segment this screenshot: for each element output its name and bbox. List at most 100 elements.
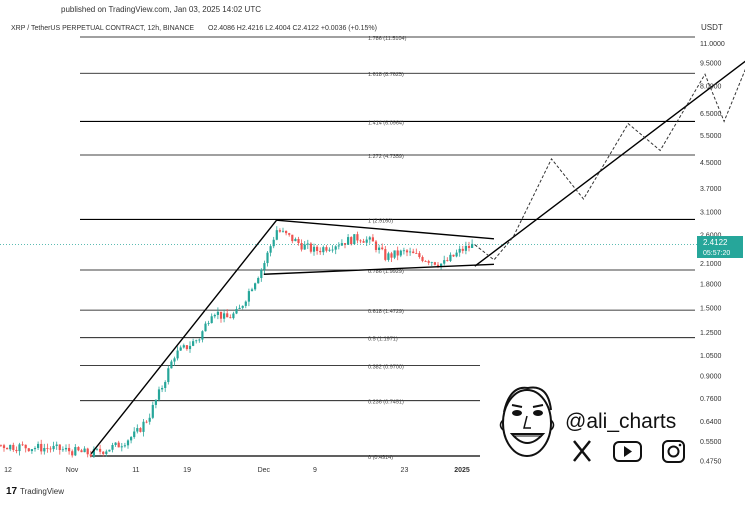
current-price-badge: 2.4122 05:57:20	[697, 236, 743, 258]
candle-body	[241, 305, 244, 308]
candle-body	[114, 442, 117, 446]
candle-body	[297, 238, 300, 244]
fib-levels: 0 (0.4914) 0.236 (0.7451) 0.382 (0.9700) 0.…	[80, 36, 695, 461]
candle-body	[123, 445, 127, 447]
candle-body	[461, 248, 464, 251]
y-tick-label: 5.5000	[700, 133, 722, 140]
svg-text:17: 17	[6, 486, 18, 497]
candle-body	[343, 243, 347, 245]
footer-brand: TradingView	[20, 487, 64, 496]
candle-body	[281, 230, 285, 232]
candle-body	[2, 445, 6, 449]
candle-body	[151, 404, 154, 418]
candle-body	[449, 254, 452, 261]
candle-body	[402, 250, 406, 252]
fib-label: 1.786 (11.5104)	[368, 36, 407, 42]
candle-body	[378, 247, 381, 250]
candle-body	[0, 444, 3, 446]
candle-body	[226, 313, 229, 318]
candle-body	[384, 249, 387, 260]
y-tick-label: 1.0500	[700, 353, 722, 360]
candle-body	[436, 264, 440, 267]
candle-body	[356, 234, 359, 241]
candle-body	[139, 428, 142, 432]
candle-body	[334, 246, 337, 250]
triangle-upper-line	[276, 219, 495, 240]
fib-label: 0.382 (0.9700)	[368, 365, 404, 371]
candle-body	[52, 445, 55, 450]
tradingview-logo: 17	[6, 486, 18, 497]
candle-body	[167, 368, 170, 383]
candle-body	[371, 237, 375, 242]
candle-body	[161, 387, 164, 390]
candle-body	[188, 345, 192, 350]
candle-body	[316, 246, 319, 251]
candle-body	[157, 389, 161, 400]
candle-body	[164, 382, 167, 388]
candle-body	[446, 260, 449, 261]
candle-countdown: 05:57:20	[703, 250, 730, 257]
candle-body	[396, 250, 399, 256]
candle-body	[285, 230, 288, 234]
x-tick-label: 19	[183, 467, 191, 474]
candle-body	[415, 253, 418, 254]
candle-body	[219, 311, 223, 319]
candle-body	[365, 239, 368, 243]
candle-body	[359, 240, 362, 242]
candle-body	[309, 243, 313, 252]
candle-body	[244, 301, 247, 306]
candle-body	[111, 445, 114, 450]
instagram-icon	[662, 440, 685, 463]
y-tick-label: 1.8000	[700, 282, 722, 289]
candle-body	[33, 448, 37, 450]
fib-label: 1.618 (8.7625)	[368, 72, 404, 78]
candle-body	[148, 417, 151, 422]
candle-body	[421, 257, 424, 262]
candle-body	[99, 448, 102, 452]
candle-body	[250, 289, 254, 292]
y-tick-label: 3.7000	[700, 186, 722, 193]
candle-body	[464, 245, 468, 251]
candle-body	[170, 361, 173, 369]
candle-body	[306, 243, 309, 245]
candle-body	[77, 447, 80, 451]
candle-body	[235, 309, 238, 314]
candle-body	[263, 263, 266, 270]
fib-label: 0.618 (1.4729)	[368, 309, 404, 315]
projection-path	[474, 68, 745, 261]
candle-body	[390, 253, 393, 258]
y-tick-label: 0.9000	[700, 374, 722, 381]
candle-body	[133, 431, 136, 438]
y-tick-label: 4.5000	[700, 160, 722, 167]
candle-body	[424, 261, 427, 262]
x-tick-label: Nov	[66, 467, 79, 474]
candle-body	[291, 234, 294, 242]
candle-body	[27, 448, 30, 452]
y-tick-label: 11.0000	[700, 41, 725, 48]
candle-body	[288, 233, 291, 235]
candle-body	[24, 444, 27, 449]
y-tick-label: 6.5000	[700, 111, 722, 118]
candle-body	[409, 251, 412, 253]
candle-body	[185, 345, 189, 350]
candle-body	[347, 237, 350, 245]
time-axis: 12 Nov 11 19 Dec 9 23 2025	[4, 467, 470, 474]
candle-body	[247, 291, 251, 302]
candle-body	[418, 253, 421, 258]
x-logo-icon	[573, 440, 591, 462]
candle-body	[117, 442, 120, 448]
candle-body	[319, 250, 322, 253]
candle-body	[443, 260, 446, 264]
candle-body	[455, 252, 458, 257]
candle-body	[340, 243, 344, 246]
candle-body	[43, 448, 46, 452]
candle-body	[179, 347, 182, 351]
y-tick-label: 3.1000	[700, 209, 722, 216]
cartoon-face-icon	[499, 386, 555, 457]
drawings	[0, 60, 745, 455]
triangle-lower-line	[263, 263, 494, 275]
candle-body	[92, 449, 96, 457]
candle-body	[126, 440, 130, 446]
y-tick-label: 2.1000	[700, 261, 722, 268]
